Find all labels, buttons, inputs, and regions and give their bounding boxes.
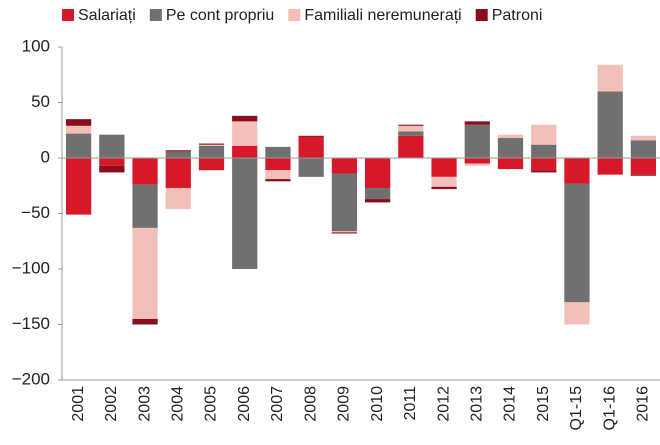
bar-segment xyxy=(497,158,524,170)
y-tick-label: 0 xyxy=(41,147,50,166)
bar-segment xyxy=(464,124,490,158)
x-tick-label: 2002 xyxy=(103,386,120,422)
bar-segment xyxy=(198,144,225,146)
legend-label: Familiali neremunerați xyxy=(304,7,461,24)
legend-label: Patroni xyxy=(492,7,543,24)
bar-segment xyxy=(364,158,391,188)
bar-segment xyxy=(165,151,191,158)
bar-segment xyxy=(464,163,490,166)
bar-segment xyxy=(265,170,291,180)
bar-segment xyxy=(165,150,191,152)
bar-segment xyxy=(398,125,424,132)
bar-segment xyxy=(531,144,557,158)
bar-segment xyxy=(464,158,490,164)
bar-segment xyxy=(298,136,324,158)
bar-segment xyxy=(630,158,657,175)
bar-segment xyxy=(99,158,125,166)
x-tick-label: 2009 xyxy=(336,386,353,422)
x-tick-label: 2006 xyxy=(236,386,253,422)
bar-segment xyxy=(398,135,424,158)
bar-segment xyxy=(265,179,291,182)
bar-segment xyxy=(398,131,424,136)
x-tick-label: 2016 xyxy=(635,386,652,422)
bar-segment xyxy=(331,232,358,234)
x-tick-label: Q1-16 xyxy=(601,386,618,431)
bar-segment xyxy=(298,158,324,177)
bar-segment xyxy=(564,183,590,303)
bar-segment xyxy=(531,158,557,171)
y-tick-label: −150 xyxy=(12,314,50,333)
bar-segment xyxy=(65,125,92,134)
bar-segment xyxy=(298,135,324,137)
legend-swatch xyxy=(288,9,301,21)
bar-segment xyxy=(65,158,92,215)
x-tick-label: 2008 xyxy=(302,386,319,422)
bar-segment xyxy=(431,186,457,190)
bar-segment xyxy=(132,227,158,319)
legend-swatch xyxy=(149,9,162,21)
x-tick-label: 2014 xyxy=(502,386,519,422)
x-tick-label: Q1-15 xyxy=(568,386,585,431)
legend-label: Pe cont propriu xyxy=(166,7,275,24)
bar-segment xyxy=(331,231,358,233)
bar-segment xyxy=(564,158,590,184)
bar-segment xyxy=(198,158,225,171)
bar-segment xyxy=(331,158,358,174)
bar-segment xyxy=(464,121,490,125)
bar-segment xyxy=(597,64,623,92)
legend-label: Salariați xyxy=(78,7,136,24)
bar-segment xyxy=(630,140,657,158)
bar-segment xyxy=(99,134,125,158)
bar-segment xyxy=(198,145,225,158)
bar-segment xyxy=(564,302,590,325)
bar-segment xyxy=(630,135,657,141)
y-tick-label: 100 xyxy=(22,36,50,55)
bar-segment xyxy=(165,158,191,188)
bar-segment xyxy=(431,176,457,187)
bar-segment xyxy=(531,124,557,145)
bar-segment xyxy=(165,187,191,210)
bar-segment xyxy=(364,187,391,200)
x-tick-label: 2005 xyxy=(203,386,220,422)
bar-segment xyxy=(132,184,158,228)
bar-segment xyxy=(331,173,358,232)
bar-segment xyxy=(364,199,391,203)
bar-segment xyxy=(497,138,524,158)
bar-segment xyxy=(232,145,258,158)
bar-segment xyxy=(132,318,158,325)
y-tick-label: −50 xyxy=(21,203,50,222)
x-tick-label: 2010 xyxy=(369,386,386,422)
bar-segment xyxy=(65,119,92,126)
bar-segment xyxy=(531,170,557,173)
legend-swatch xyxy=(475,9,488,21)
bar-segment xyxy=(597,91,623,158)
x-tick-label: 2013 xyxy=(468,386,485,422)
x-tick-label: 2004 xyxy=(169,386,186,422)
x-tick-label: 2007 xyxy=(269,386,286,422)
bar-segment xyxy=(597,158,623,175)
bar-segment xyxy=(497,134,524,139)
legend-swatch xyxy=(62,9,74,21)
x-tick-label: 2003 xyxy=(136,386,153,422)
bar-segment xyxy=(265,146,291,158)
bar-segment xyxy=(265,158,291,171)
bar-segment xyxy=(99,165,125,173)
bar-segment xyxy=(232,115,258,122)
x-tick-label: 2001 xyxy=(70,386,87,422)
bar-segment xyxy=(630,174,657,176)
bar-segment xyxy=(65,133,92,158)
x-tick-label: 2011 xyxy=(402,386,419,421)
y-tick-label: −200 xyxy=(12,369,50,388)
bar-segment xyxy=(232,121,258,146)
y-tick-label: −100 xyxy=(12,258,50,277)
x-tick-label: 2012 xyxy=(435,386,452,422)
bar-segment xyxy=(232,158,258,269)
x-tick-label: 2015 xyxy=(535,386,552,422)
y-tick-label: 50 xyxy=(31,92,50,111)
bar-segment xyxy=(132,158,158,185)
bar-segment xyxy=(198,143,225,145)
bar-segment xyxy=(398,124,424,126)
bar-segment xyxy=(431,158,457,177)
